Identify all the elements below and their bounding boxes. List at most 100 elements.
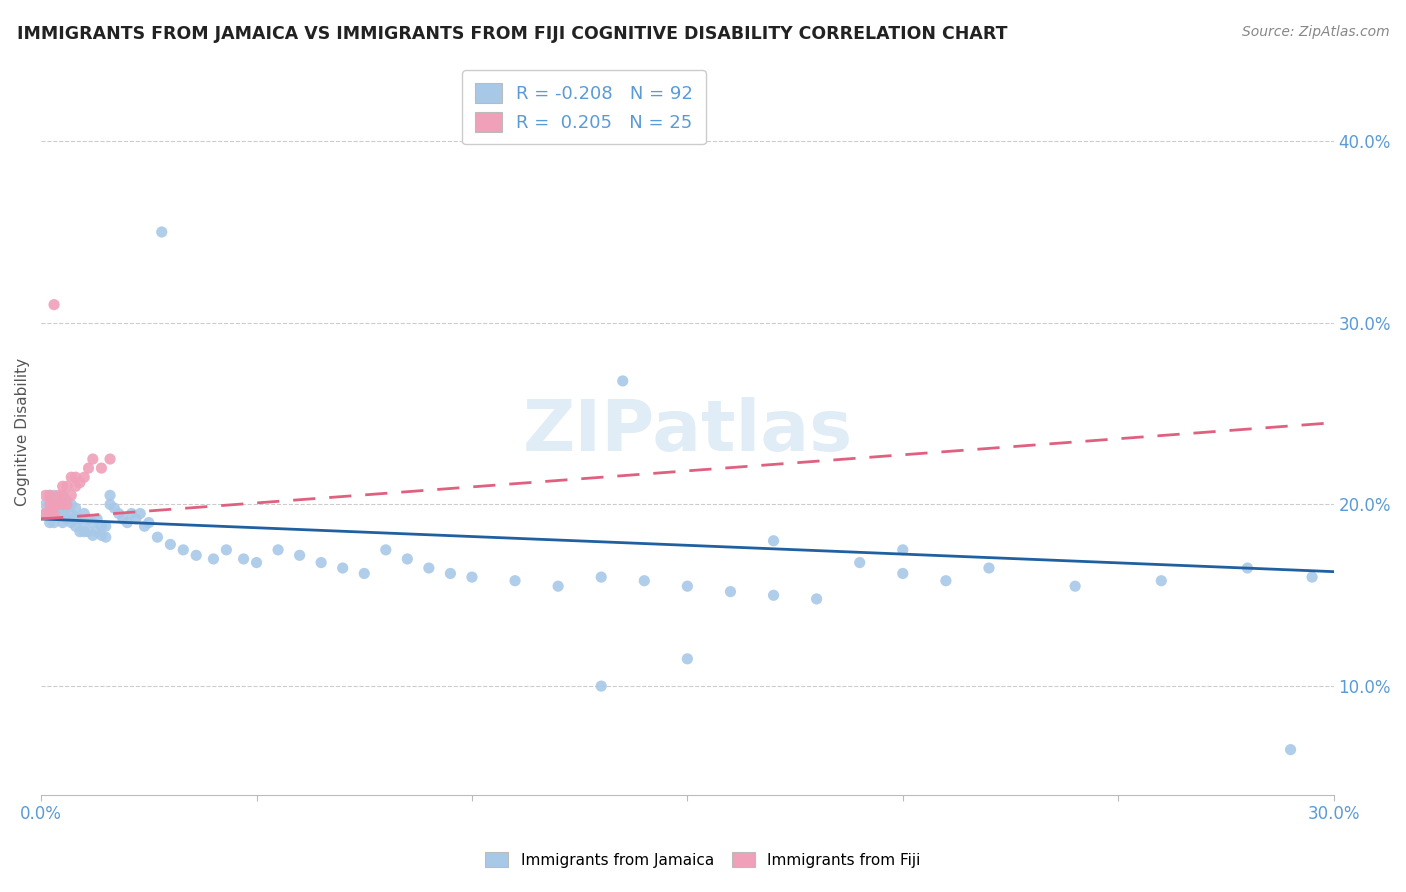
Point <box>90 528 112 542</box>
Point <box>52 479 75 493</box>
Text: ZIPatlas: ZIPatlas <box>522 397 852 467</box>
Point <box>60 507 83 521</box>
Point <box>52 488 75 502</box>
Point <box>52 488 75 502</box>
Point <box>42 516 65 530</box>
Point <box>891 542 914 557</box>
Point <box>134 519 156 533</box>
Point <box>98 488 121 502</box>
Point <box>762 588 785 602</box>
Point <box>806 591 828 606</box>
Point <box>46 488 69 502</box>
Point <box>42 498 65 512</box>
Point <box>1301 570 1323 584</box>
Point <box>82 516 104 530</box>
Point <box>503 574 526 588</box>
Point <box>56 498 79 512</box>
Y-axis label: Cognitive Disability: Cognitive Disability <box>15 358 30 506</box>
Point <box>186 549 208 563</box>
Point <box>65 510 87 524</box>
Point <box>69 475 91 490</box>
Point <box>65 519 87 533</box>
Point <box>288 549 311 563</box>
Point <box>46 491 69 506</box>
Point <box>60 516 83 530</box>
Point <box>107 507 129 521</box>
Point <box>117 516 139 530</box>
Point <box>267 542 290 557</box>
Point <box>676 579 699 593</box>
Point <box>69 512 91 526</box>
Point <box>612 374 634 388</box>
Point <box>82 528 104 542</box>
Point <box>309 556 332 570</box>
Point <box>98 498 121 512</box>
Point <box>34 488 56 502</box>
Point <box>34 498 56 512</box>
Point <box>762 533 785 548</box>
Point <box>1150 574 1173 588</box>
Point <box>125 512 148 526</box>
Text: IMMIGRANTS FROM JAMAICA VS IMMIGRANTS FROM FIJI COGNITIVE DISABILITY CORRELATION: IMMIGRANTS FROM JAMAICA VS IMMIGRANTS FR… <box>17 25 1007 43</box>
Point <box>60 470 83 484</box>
Point <box>73 507 96 521</box>
Point <box>65 501 87 516</box>
Point <box>935 574 957 588</box>
Point <box>138 516 160 530</box>
Point <box>46 498 69 512</box>
Point <box>77 512 100 526</box>
Point <box>461 570 484 584</box>
Point <box>848 556 870 570</box>
Point <box>38 488 60 502</box>
Point <box>215 542 238 557</box>
Point <box>46 507 69 521</box>
Point <box>676 652 699 666</box>
Point <box>42 488 65 502</box>
Point <box>56 479 79 493</box>
Point <box>60 498 83 512</box>
Point <box>418 561 440 575</box>
Point <box>56 512 79 526</box>
Point <box>38 488 60 502</box>
Point <box>46 501 69 516</box>
Point <box>94 519 117 533</box>
Point <box>42 507 65 521</box>
Point <box>73 524 96 539</box>
Point <box>38 516 60 530</box>
Point <box>82 452 104 467</box>
Point <box>65 479 87 493</box>
Point <box>34 507 56 521</box>
Point <box>111 512 134 526</box>
Point <box>60 488 83 502</box>
Point <box>98 452 121 467</box>
Point <box>1064 579 1087 593</box>
Point <box>720 584 742 599</box>
Point <box>42 507 65 521</box>
Point <box>1279 742 1302 756</box>
Point <box>52 498 75 512</box>
Point <box>353 566 375 581</box>
Point <box>52 498 75 512</box>
Point <box>129 507 152 521</box>
Point <box>90 519 112 533</box>
Point <box>38 498 60 512</box>
Legend: R = -0.208   N = 92, R =  0.205   N = 25: R = -0.208 N = 92, R = 0.205 N = 25 <box>463 70 706 145</box>
Point <box>232 552 254 566</box>
Point <box>42 498 65 512</box>
Point <box>891 566 914 581</box>
Point <box>202 552 225 566</box>
Point <box>56 493 79 508</box>
Point <box>94 530 117 544</box>
Point <box>73 516 96 530</box>
Point <box>547 579 569 593</box>
Point <box>38 507 60 521</box>
Point <box>159 537 181 551</box>
Point <box>121 507 143 521</box>
Point <box>1236 561 1258 575</box>
Point <box>52 507 75 521</box>
Point <box>146 530 169 544</box>
Point <box>56 501 79 516</box>
Point <box>103 501 125 516</box>
Point <box>77 461 100 475</box>
Legend: Immigrants from Jamaica, Immigrants from Fiji: Immigrants from Jamaica, Immigrants from… <box>479 846 927 873</box>
